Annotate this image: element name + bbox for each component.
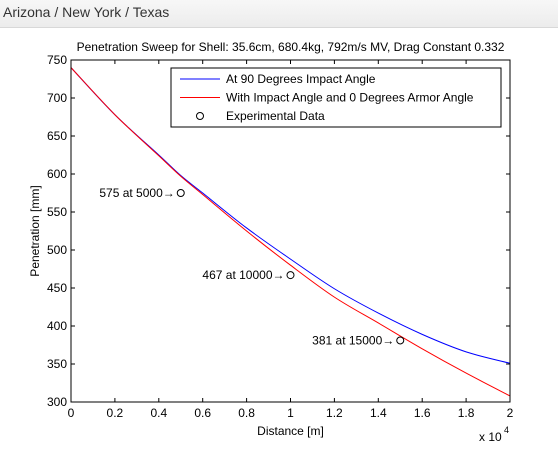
y-tick-label: 500	[47, 243, 67, 257]
annotation-text: 467 at 10000	[202, 268, 272, 282]
x-multiplier-label: x 10	[479, 430, 502, 444]
annotation-arrow: →	[382, 333, 394, 347]
annotation: 467 at 10000→	[202, 268, 284, 282]
legend-entry: At 90 Degrees Impact Angle	[226, 72, 376, 86]
annotation-text: 381 at 15000	[312, 333, 382, 347]
x-tick-label: 1.4	[370, 406, 387, 420]
x-tick-label: 1	[287, 406, 294, 420]
y-tick-label: 600	[47, 167, 67, 181]
annotation-arrow: →	[273, 268, 285, 282]
annotation: 575 at 5000→	[99, 186, 174, 200]
y-tick-label: 550	[47, 205, 67, 219]
x-tick-label: 0.8	[238, 406, 255, 420]
x-tick-label: 1.2	[326, 406, 343, 420]
legend-marker	[196, 112, 204, 120]
y-tick-label: 350	[47, 357, 67, 371]
annotation-text: 575 at 5000	[99, 186, 163, 200]
y-tick-label: 650	[47, 129, 67, 143]
legend-entry: Experimental Data	[226, 109, 325, 123]
experimental-data-point	[286, 271, 295, 280]
experimental-data-point	[176, 189, 185, 197]
x-multiplier-exponent: 4	[504, 425, 509, 435]
figure-area: 0 0.2 0.4 0.6 0.8 1 1.2 1.4 1.6 1.8 2 300 350 400 450 5…	[0, 28, 558, 446]
y-axis-label: Penetration [mm]	[28, 185, 42, 276]
y-tick-label: 700	[47, 91, 67, 105]
y-tick-label: 400	[47, 319, 67, 333]
experimental-data-point	[396, 336, 405, 345]
header-bar: Arizona / New York / Texas	[0, 0, 558, 28]
x-tick-label: 0.6	[194, 406, 211, 420]
y-tick-label: 750	[47, 53, 67, 67]
legend-box	[170, 67, 502, 128]
x-tick-label: 0	[68, 406, 75, 420]
y-tick-label: 300	[47, 395, 67, 409]
chart-title: Penetration Sweep for Shell: 35.6cm, 680…	[77, 40, 505, 54]
x-tick-label: 1.6	[414, 406, 431, 420]
annotation-arrow: →	[163, 186, 175, 200]
x-tick-label: 0.2	[107, 406, 124, 420]
x-tick-label: 1.8	[458, 406, 475, 420]
page-title: Arizona / New York / Texas	[3, 4, 170, 20]
y-tick-label: 450	[47, 281, 67, 295]
annotation: 381 at 15000→	[312, 333, 394, 347]
x-tick-label: 2	[507, 406, 514, 420]
legend-entry: With Impact Angle and 0 Degrees Armor An…	[226, 91, 474, 105]
x-tick-label: 0.4	[150, 406, 167, 420]
series-line-1	[70, 67, 511, 397]
x-axis-label: Distance [m]	[257, 424, 324, 438]
penetration-chart: 0 0.2 0.4 0.6 0.8 1 1.2 1.4 1.6 1.8 2 300 350 400 450 5…	[28, 40, 514, 444]
